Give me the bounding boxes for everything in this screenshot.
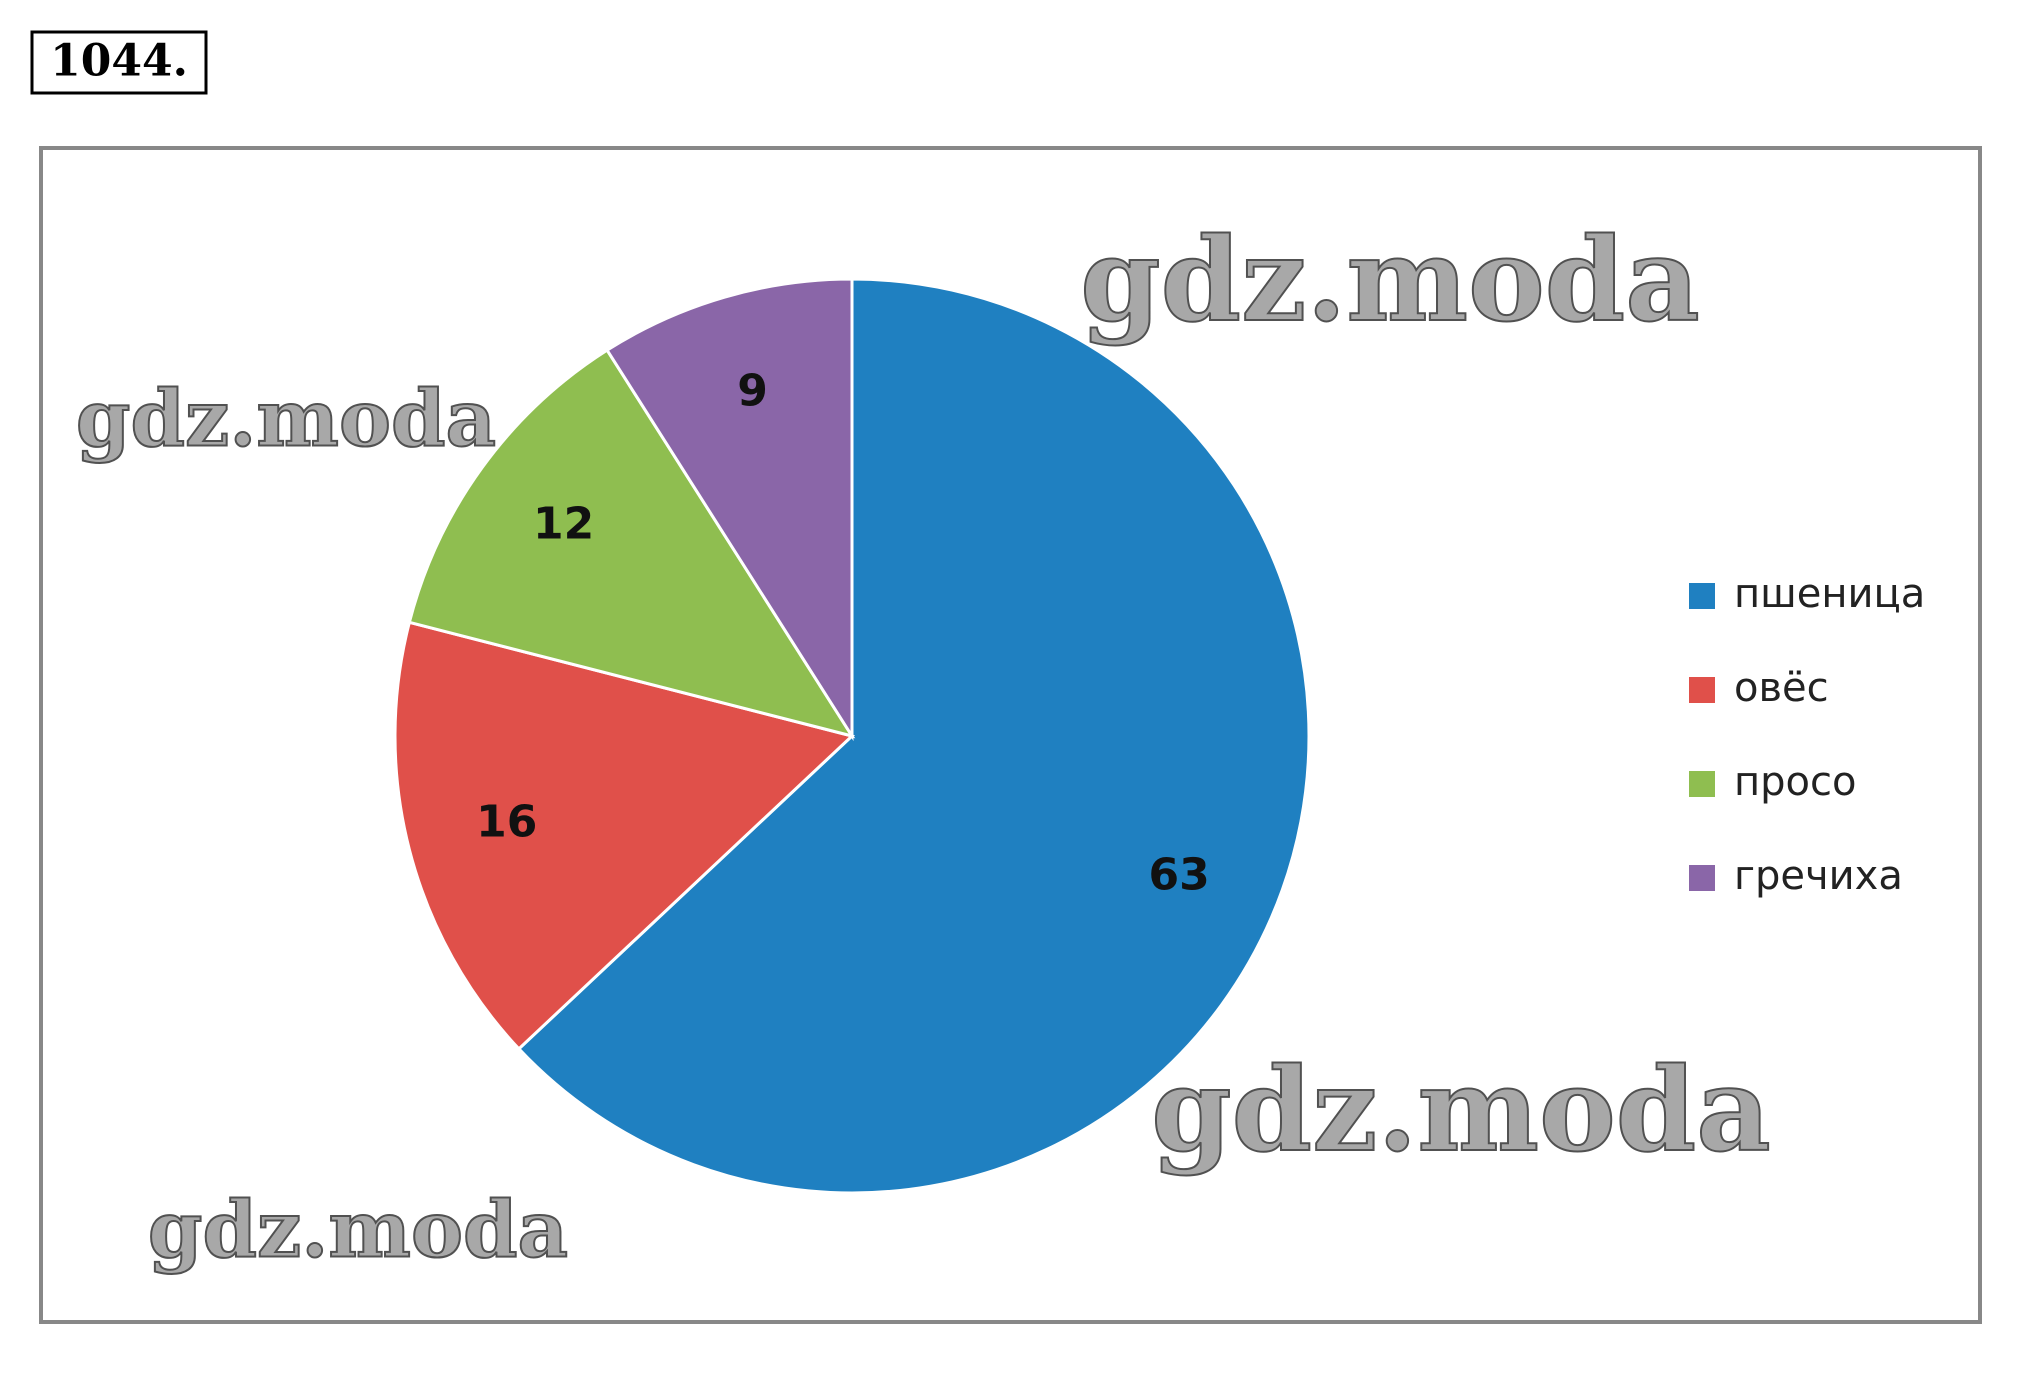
legend-label: гречиха — [1734, 853, 1903, 899]
data-label: 9 — [737, 366, 768, 417]
legend-swatch — [1689, 865, 1715, 891]
watermark: gdz.moda — [1080, 213, 1699, 348]
pie-slice — [393, 620, 856, 1051]
legend-swatch — [1689, 771, 1715, 797]
pie-slice — [407, 348, 856, 739]
pie: 63 16 12 9 — [393, 277, 1311, 1195]
pie-slice — [605, 277, 854, 742]
legend-label: пшеница — [1734, 571, 1925, 617]
problem-number: 1044. — [50, 36, 188, 87]
pie-slice — [516, 277, 1311, 1195]
legend-label: просо — [1734, 759, 1856, 805]
watermark: gdz.moda — [148, 1185, 568, 1276]
legend-swatch — [1689, 583, 1715, 609]
number-box — [30, 30, 208, 95]
data-label: 12 — [533, 498, 594, 549]
watermark: gdz.moda — [1151, 1043, 1770, 1178]
watermark: gdz.moda — [76, 374, 496, 465]
legend: пшеница овёс просо гречиха — [1689, 571, 1925, 899]
legend-swatch — [1689, 677, 1715, 703]
watermarks: gdz.moda gdz.moda gdz.moda gdz.moda — [75, 212, 1772, 1277]
legend-label: овёс — [1734, 665, 1829, 711]
data-label: 16 — [476, 797, 537, 848]
data-label: 63 — [1149, 850, 1210, 901]
